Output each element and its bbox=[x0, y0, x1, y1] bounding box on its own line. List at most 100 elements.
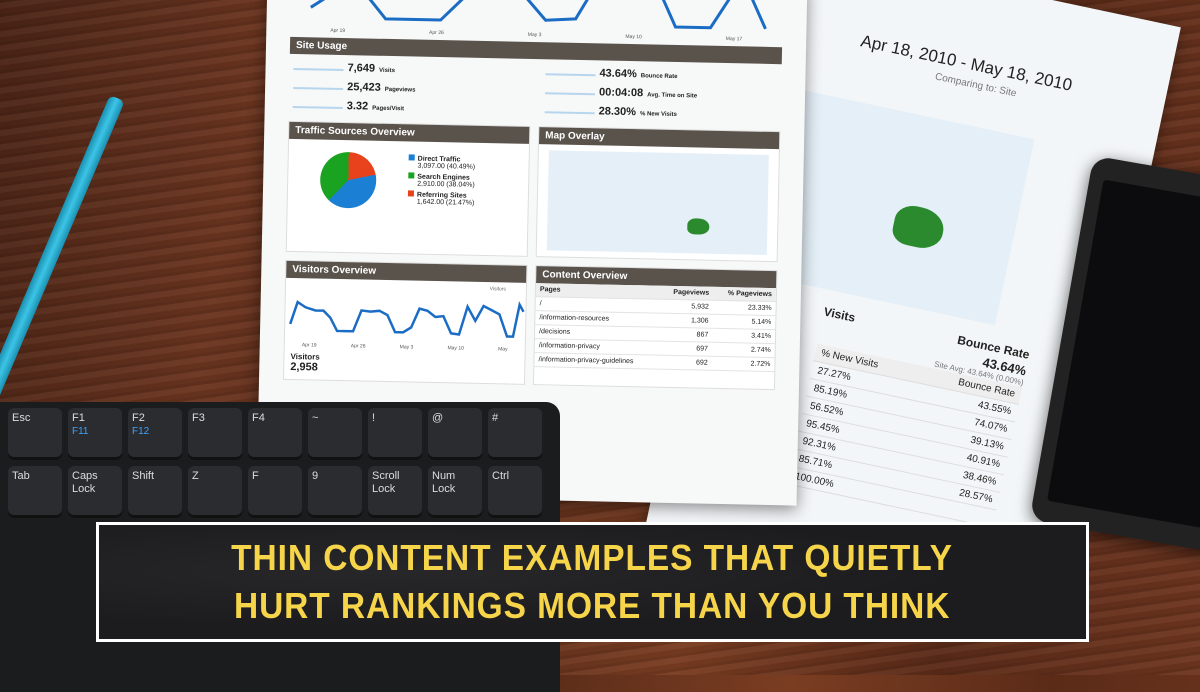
traffic-pie-chart bbox=[319, 151, 377, 209]
analytics-report-page: Apr 19 Apr 26 May 3 May 10 May 17 Site Usage… bbox=[256, 0, 808, 506]
legend-item: Direct Traffic 3,097.00 (40.49%) bbox=[408, 154, 476, 171]
key-label: Scroll Lock bbox=[372, 470, 400, 495]
table-cell: 697 bbox=[658, 341, 713, 357]
metric-label: Pages/Visit bbox=[372, 105, 405, 113]
key-label: F2 bbox=[132, 412, 145, 424]
title-line-2: HURT RANKINGS MORE THAN YOU THINK bbox=[234, 585, 951, 626]
australia-highlight bbox=[687, 218, 710, 235]
table-cell: 5.14% bbox=[712, 314, 776, 330]
keyboard-key: F3 bbox=[188, 408, 242, 460]
sparkline bbox=[293, 78, 344, 91]
key-fn-label: F12 bbox=[132, 426, 150, 437]
world-map bbox=[546, 150, 769, 255]
key-label: F bbox=[252, 470, 259, 482]
tick-label: Apr 19 bbox=[330, 27, 346, 35]
metric: 00:04:08 Avg. Time on Site bbox=[545, 84, 777, 102]
top-line-chart bbox=[290, 0, 783, 37]
keyboard-key: Ctrl bbox=[488, 466, 542, 518]
key-label: F4 bbox=[252, 412, 265, 424]
tick-label: Apr 26 bbox=[350, 343, 366, 350]
title-banner: THIN CONTENT EXAMPLES THAT QUIETLY HURT … bbox=[96, 522, 1089, 642]
keyboard-key: Caps Lock bbox=[68, 466, 122, 518]
tick-label: May bbox=[498, 346, 508, 353]
map-overlay-panel: Map Overlay bbox=[535, 126, 781, 263]
tick-label: May 10 bbox=[447, 345, 464, 352]
key-label: ~ bbox=[312, 412, 319, 424]
metric: 25,423 Pageviews bbox=[293, 78, 525, 97]
keyboard-key: Z bbox=[188, 466, 242, 518]
tick-label: May 10 bbox=[625, 33, 642, 41]
metric: 43.64% Bounce Rate bbox=[545, 65, 777, 83]
keyboard-key: ~ bbox=[308, 408, 362, 460]
legend-detail: 2,910.00 (38.04%) bbox=[417, 180, 475, 189]
metric-label: Visits bbox=[378, 67, 396, 75]
site-usage-metrics: 7,649 Visits 43.64% Bounce Rate 25,423 Pagevi… bbox=[288, 54, 781, 131]
content-table: Pages Pageviews% Pageviews/5,932 23.33%/in… bbox=[534, 283, 777, 372]
legend-detail: 3,097.00 (40.49%) bbox=[417, 162, 476, 171]
sparkline bbox=[544, 103, 595, 115]
key-label: Ctrl bbox=[492, 470, 510, 482]
table-cell: 692 bbox=[658, 355, 712, 371]
metric: 3.32 Pages/Visit bbox=[292, 97, 525, 116]
traffic-legend: Direct Traffic 3,097.00 (40.49%) Search En… bbox=[407, 154, 476, 209]
column-header: Pageviews bbox=[660, 285, 714, 301]
keyboard-key: Shift bbox=[128, 466, 182, 518]
key-label: Esc bbox=[12, 412, 31, 424]
table-cell: 1,306 bbox=[659, 313, 713, 329]
table-cell: 2.74% bbox=[711, 342, 775, 358]
legend-detail: 1,642.00 (21.47%) bbox=[416, 198, 475, 207]
keyboard-key: Esc bbox=[8, 408, 62, 460]
keyboard-key: ! bbox=[368, 408, 422, 460]
tick-label: May 17 bbox=[725, 36, 743, 43]
keyboard-key: # bbox=[488, 408, 542, 460]
metric-value: 3.32 bbox=[346, 100, 369, 113]
keyboard-key: 9 bbox=[308, 466, 362, 518]
key-label: # bbox=[492, 412, 499, 424]
key-fn-label: F11 bbox=[72, 426, 89, 437]
legend-swatch bbox=[408, 172, 415, 179]
keyboard-key: F bbox=[248, 466, 302, 518]
table-cell: /information-privacy-guidelines bbox=[534, 352, 659, 370]
keyboard-key: F4 bbox=[248, 408, 302, 460]
metric-label: Pageviews bbox=[384, 86, 416, 94]
key-label: F1 bbox=[72, 412, 85, 424]
key-label: Shift bbox=[132, 470, 155, 482]
table-cell: 2.72% bbox=[711, 356, 775, 372]
key-label: @ bbox=[432, 412, 444, 424]
keyboard-key: Num Lock bbox=[428, 466, 482, 518]
table-cell: 23.33% bbox=[712, 300, 776, 316]
key-label: F3 bbox=[192, 412, 205, 424]
column-header: % Pageviews bbox=[712, 286, 777, 302]
visitors-line-chart bbox=[289, 300, 525, 338]
tick-label: Apr 19 bbox=[301, 342, 317, 349]
key-label: Tab bbox=[12, 470, 30, 482]
metric: 7,649 Visits bbox=[293, 59, 525, 78]
keyboard-key: Scroll Lock bbox=[368, 466, 422, 518]
visitors-total: 2,958 bbox=[290, 360, 318, 374]
key-label: Caps Lock bbox=[72, 470, 98, 495]
key-label: 9 bbox=[312, 470, 319, 482]
visits-label: Visits bbox=[822, 304, 857, 325]
traffic-sources-panel: Traffic Sources Overview Direct Traffic 3… bbox=[285, 120, 531, 257]
australia-highlight bbox=[889, 202, 948, 252]
content-overview-panel: Content Overview Pages Pageviews% Pagevie… bbox=[532, 265, 778, 391]
tick-label: Apr 26 bbox=[429, 29, 444, 37]
sparkline bbox=[545, 84, 596, 96]
keyboard-key: @ bbox=[428, 408, 482, 460]
tick-label: May 3 bbox=[399, 344, 414, 351]
title-line-1: THIN CONTENT EXAMPLES THAT QUIETLY bbox=[231, 537, 954, 578]
metric: 28.30%% New Visits bbox=[544, 103, 777, 121]
metric-value: 7,649 bbox=[347, 62, 376, 75]
keyboard-key: F2 F12 bbox=[128, 408, 182, 460]
metric-value: 00:04:08 bbox=[598, 86, 644, 100]
metric-value: 43.64% bbox=[599, 67, 637, 81]
metric-value: 25,423 bbox=[347, 81, 381, 94]
table-cell: 3.41% bbox=[712, 328, 776, 344]
visitors-panel: Visitors Overview Visitors Apr 19 Apr 26 M… bbox=[283, 259, 528, 385]
metric-label: Bounce Rate bbox=[640, 73, 678, 81]
sparkline bbox=[292, 97, 343, 110]
key-label: ! bbox=[372, 412, 376, 424]
map-overlay-header: Map Overlay bbox=[539, 127, 780, 150]
sparkline bbox=[545, 65, 596, 77]
legend-item: Search Engines 2,910.00 (38.04%) bbox=[408, 172, 475, 189]
